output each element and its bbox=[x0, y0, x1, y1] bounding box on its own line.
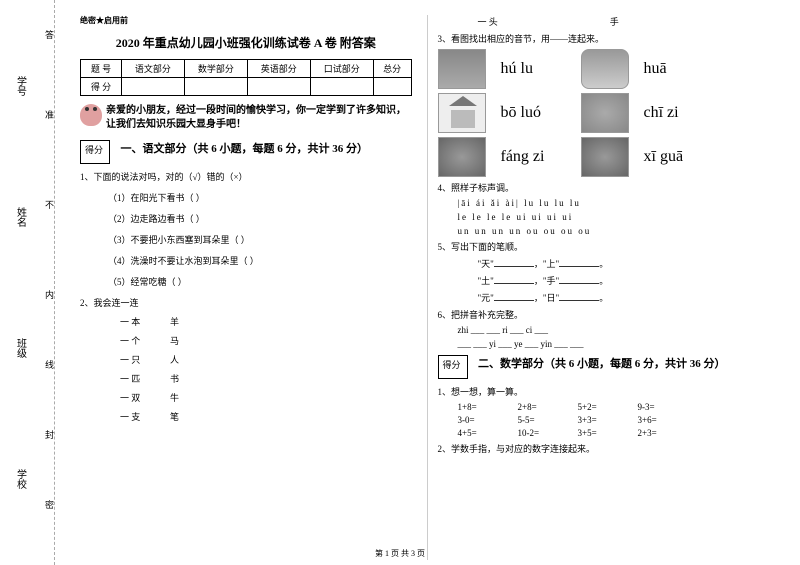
q5-row1[interactable]: "天"，"上"。 bbox=[478, 257, 776, 270]
question-1: 1、下面的说法对吗，对的（√）错的（×） bbox=[80, 170, 412, 183]
math-row[interactable]: 1+8=2+8=5+2=9-3= bbox=[458, 402, 776, 412]
section2-header: 得分 二、数学部分（共 6 小题，每题 6 分，共计 36 分） bbox=[438, 355, 776, 379]
q1-opt4[interactable]: （4）洗澡时不要让水泡到耳朵里（ ） bbox=[108, 254, 412, 267]
house-icon bbox=[438, 93, 486, 133]
dash-xian: 线 bbox=[43, 360, 56, 369]
th-english: 英语部分 bbox=[247, 60, 310, 78]
th-math: 数学部分 bbox=[184, 60, 247, 78]
dash-zhun: 准 bbox=[43, 110, 56, 119]
pinyin-row[interactable]: bō luó chī zi bbox=[438, 93, 776, 133]
pinyin-fangzi: fáng zi bbox=[501, 148, 581, 166]
q6-row2[interactable]: ___ ___ yi ___ ye ___ yin ___ ___ bbox=[458, 339, 776, 349]
dash-da: 答 bbox=[43, 30, 56, 39]
match-pair[interactable]: 一 双牛 bbox=[120, 391, 412, 404]
stroke-blank[interactable] bbox=[494, 274, 534, 284]
ruler-icon bbox=[581, 137, 629, 177]
th-oral: 口试部分 bbox=[310, 60, 373, 78]
blank-cell[interactable] bbox=[184, 78, 247, 96]
stroke-blank[interactable] bbox=[559, 257, 599, 267]
flower-icon bbox=[581, 93, 629, 133]
blank-cell[interactable] bbox=[247, 78, 310, 96]
blank-cell[interactable] bbox=[310, 78, 373, 96]
label-xuexiao: 学校 bbox=[13, 469, 28, 489]
confidential-label: 绝密★启用前 bbox=[80, 15, 412, 26]
section1-header: 得分 一、语文部分（共 6 小题，每题 6 分，共计 36 分） bbox=[80, 140, 412, 164]
blank-cell[interactable] bbox=[373, 78, 411, 96]
section1-title: 一、语文部分（共 6 小题，每题 6 分，共计 36 分） bbox=[121, 143, 369, 155]
math-row[interactable]: 3-0=5-5=3+3=3+6= bbox=[458, 415, 776, 425]
q4-row3[interactable]: un un un un ou ou ou ou bbox=[458, 226, 776, 236]
stroke-blank[interactable] bbox=[559, 291, 599, 301]
dash-mi: 密 bbox=[43, 500, 56, 509]
pinyin-hulu: hú lu bbox=[501, 60, 581, 78]
td-score: 得 分 bbox=[81, 78, 122, 96]
question-4: 4、照样子标声调。 bbox=[438, 181, 776, 194]
stroke-blank[interactable] bbox=[494, 291, 534, 301]
binding-labels: 学号 姓名 班级 学校 bbox=[0, 0, 40, 565]
section2-title: 二、数学部分（共 6 小题，每题 6 分，共计 36 分） bbox=[478, 358, 726, 370]
question-6: 6、把拼音补充完整。 bbox=[438, 308, 776, 321]
q1-opt5[interactable]: （5）经常吃糖（ ） bbox=[108, 275, 412, 288]
math-row[interactable]: 4+5=10-2=3+5=2+3= bbox=[458, 428, 776, 438]
right-column: 一 头 手 3、看图找出相应的音节，用——连起来。 hú lu huā bō l… bbox=[428, 15, 786, 560]
match-pair[interactable]: 一 匹书 bbox=[120, 372, 412, 385]
dash-nei: 内 bbox=[43, 290, 56, 299]
math-question-2: 2、学数手指，与对应的数字连接起来。 bbox=[438, 442, 776, 455]
th-total: 总分 bbox=[373, 60, 411, 78]
pinyin-xigua: xī guā bbox=[644, 148, 684, 166]
math-question-1: 1、想一想，算一算。 bbox=[438, 385, 776, 398]
pinyin-hua: huā bbox=[644, 60, 667, 78]
pinyin-row[interactable]: fáng zi xī guā bbox=[438, 137, 776, 177]
exam-title: 2020 年重点幼儿园小班强化训练试卷 A 卷 附答案 bbox=[80, 34, 412, 51]
page-content: 绝密★启用前 2020 年重点幼儿园小班强化训练试卷 A 卷 附答案 题 号 语… bbox=[55, 0, 800, 565]
th-num: 题 号 bbox=[81, 60, 122, 78]
q5-row3[interactable]: "元"，"日"。 bbox=[478, 291, 776, 304]
score-box[interactable]: 得分 bbox=[438, 355, 468, 379]
intro-text: 亲爱的小朋友，经过一段时间的愉快学习，你一定学到了许多知识，让我们去知识乐园大显… bbox=[106, 104, 412, 132]
score-table: 题 号 语文部分 数学部分 英语部分 口试部分 总分 得 分 bbox=[80, 59, 412, 96]
pinyin-row[interactable]: hú lu huā bbox=[438, 49, 776, 89]
match-pair[interactable]: 一 只人 bbox=[120, 353, 412, 366]
watermelon-icon bbox=[581, 49, 629, 89]
q4-row2[interactable]: le le le le ui ui ui ui bbox=[458, 212, 776, 222]
label-banji: 班级 bbox=[13, 338, 28, 358]
q5-row2[interactable]: "土"，"手"。 bbox=[478, 274, 776, 287]
page-footer: 第 1 页 共 3 页 bbox=[0, 548, 800, 559]
q1-opt2[interactable]: （2）边走路边看书（ ） bbox=[108, 212, 412, 225]
q2-continuation[interactable]: 一 头 手 bbox=[438, 15, 776, 28]
mascot-icon bbox=[80, 104, 102, 126]
question-2: 2、我会连一连 bbox=[80, 296, 412, 309]
score-box[interactable]: 得分 bbox=[80, 140, 110, 164]
label-xuehao: 学号 bbox=[13, 76, 28, 96]
label-xingming: 姓名 bbox=[13, 207, 28, 227]
seal-line: 答 准 不 内 线 封 密 bbox=[40, 0, 55, 565]
q4-row1[interactable]: |āi ái ǎi ài| lu lu lu lu bbox=[458, 198, 776, 208]
pinyin-boluo: bō luó bbox=[501, 104, 581, 122]
question-3: 3、看图找出相应的音节，用——连起来。 bbox=[438, 32, 776, 45]
q6-row1[interactable]: zhi ___ ___ ri ___ ci ___ bbox=[458, 325, 776, 335]
gourd-icon bbox=[438, 137, 486, 177]
dash-feng: 封 bbox=[43, 430, 56, 439]
match-pair[interactable]: 一 个马 bbox=[120, 334, 412, 347]
stroke-blank[interactable] bbox=[559, 274, 599, 284]
match-pair[interactable]: 一 本羊 bbox=[120, 315, 412, 328]
stroke-blank[interactable] bbox=[494, 257, 534, 267]
question-5: 5、写出下面的笔顺。 bbox=[438, 240, 776, 253]
q1-opt3[interactable]: （3）不要把小东西塞到耳朵里（ ） bbox=[108, 233, 412, 246]
match-pair[interactable]: 一 支笔 bbox=[120, 410, 412, 423]
q1-opt1[interactable]: （1）在阳光下看书（ ） bbox=[108, 191, 412, 204]
left-column: 绝密★启用前 2020 年重点幼儿园小班强化训练试卷 A 卷 附答案 题 号 语… bbox=[70, 15, 428, 560]
pinyin-chizi: chī zi bbox=[644, 104, 679, 122]
dash-bu: 不 bbox=[43, 200, 56, 209]
blank-cell[interactable] bbox=[121, 78, 184, 96]
intro-block: 亲爱的小朋友，经过一段时间的愉快学习，你一定学到了许多知识，让我们去知识乐园大显… bbox=[80, 104, 412, 132]
th-chinese: 语文部分 bbox=[121, 60, 184, 78]
pineapple-icon bbox=[438, 49, 486, 89]
